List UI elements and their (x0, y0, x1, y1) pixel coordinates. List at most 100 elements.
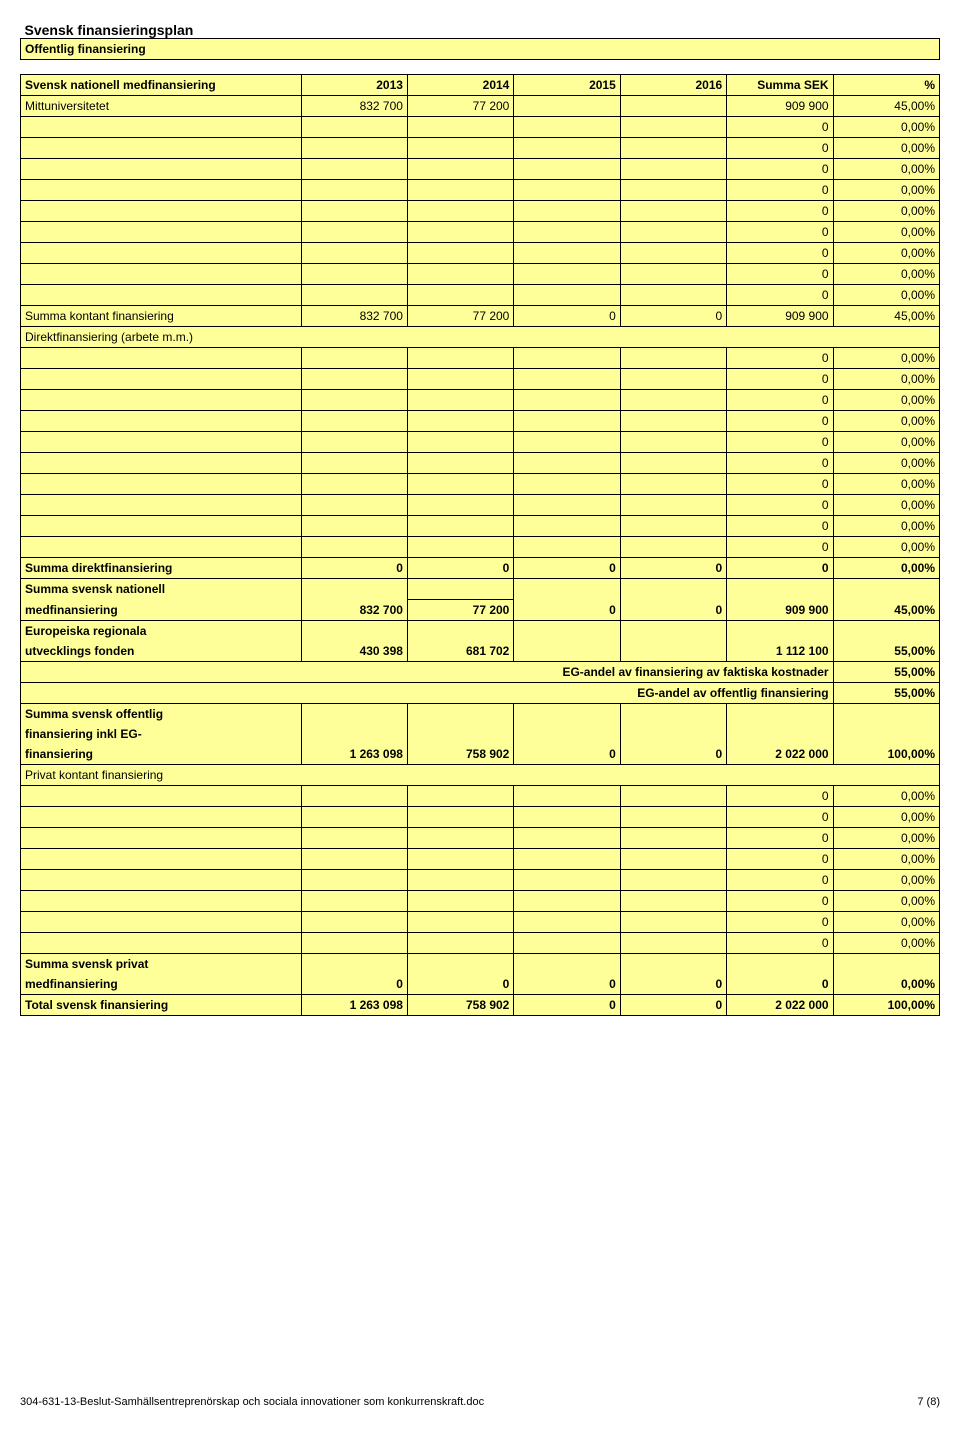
cell-label: utvecklings fonden (21, 641, 302, 662)
cell: 0,00% (833, 870, 939, 891)
cell: 0 (514, 974, 620, 995)
row-privat-hdr: Privat kontant finansiering (21, 765, 940, 786)
cell: 0 (727, 117, 833, 138)
row-empty: 00,00% (21, 786, 940, 807)
cell: 0,00% (833, 453, 939, 474)
cell: 0,00% (833, 849, 939, 870)
cell-label: Summa svensk privat (21, 954, 302, 975)
cell: 758 902 (407, 744, 513, 765)
row-empty: 00,00% (21, 201, 940, 222)
cell: 0 (514, 995, 620, 1016)
cell: 45,00% (833, 306, 939, 327)
cell: 0,00% (833, 390, 939, 411)
financing-table: Svensk finansieringsplan Offentlig finan… (20, 20, 940, 1016)
cell: 430 398 (301, 641, 407, 662)
cell-label: finansiering (21, 744, 302, 765)
cell: 0,00% (833, 912, 939, 933)
cell: 0 (727, 933, 833, 954)
cell: 0,00% (833, 516, 939, 537)
cell: 832 700 (301, 96, 407, 117)
row-empty: 00,00% (21, 516, 940, 537)
cell: 1 263 098 (301, 744, 407, 765)
cell: 0 (727, 201, 833, 222)
cell: 0 (727, 495, 833, 516)
cell: 909 900 (727, 306, 833, 327)
cell: 0 (727, 369, 833, 390)
row-empty: 00,00% (21, 285, 940, 306)
row-summa-offentlig-2: finansiering inkl EG- (21, 724, 940, 744)
cell: 0,00% (833, 558, 939, 579)
row-empty: 00,00% (21, 222, 940, 243)
cell: 2 022 000 (727, 744, 833, 765)
row-eg-offentlig: EG-andel av offentlig finansiering 55,00… (21, 683, 940, 704)
cell: 0 (727, 516, 833, 537)
row-empty: 00,00% (21, 180, 940, 201)
cell-label: finansiering inkl EG- (21, 724, 302, 744)
cell: 100,00% (833, 744, 939, 765)
cell: 0,00% (833, 891, 939, 912)
header-row: Svensk nationell medfinansiering 2013 20… (21, 75, 940, 96)
row-summa-privat-2: medfinansiering 0 0 0 0 0 0,00% (21, 974, 940, 995)
cell: 0 (514, 744, 620, 765)
row-empty: 00,00% (21, 432, 940, 453)
cell: 0,00% (833, 369, 939, 390)
cell (620, 96, 726, 117)
cell: 0 (727, 348, 833, 369)
cell-label: Privat kontant finansiering (21, 765, 940, 786)
cell: 0,00% (833, 243, 939, 264)
row-empty: 00,00% (21, 495, 940, 516)
cell: 1 263 098 (301, 995, 407, 1016)
cell: 0 (727, 828, 833, 849)
cell: 0 (727, 285, 833, 306)
hdr-sum: Summa SEK (727, 75, 833, 96)
row-empty: 00,00% (21, 138, 940, 159)
cell: 0 (727, 870, 833, 891)
row-empty: 00,00% (21, 870, 940, 891)
cell: 0,00% (833, 807, 939, 828)
cell: 832 700 (301, 306, 407, 327)
cell: 0 (727, 537, 833, 558)
cell: 0 (407, 974, 513, 995)
cell: 0,00% (833, 828, 939, 849)
cell: 0 (407, 558, 513, 579)
cell: 0,00% (833, 138, 939, 159)
cell: 0,00% (833, 117, 939, 138)
hdr-2015: 2015 (514, 75, 620, 96)
cell: 0 (727, 786, 833, 807)
page-footer: 304-631-13-Beslut-Samhällsentreprenörska… (20, 1396, 940, 1408)
row-empty: 00,00% (21, 390, 940, 411)
cell-label: medfinansiering (21, 600, 302, 621)
cell-label: EG-andel av offentlig finansiering (21, 683, 834, 704)
row-europeiska-2: utvecklings fonden 430 398 681 702 1 112… (21, 641, 940, 662)
cell: 0 (727, 390, 833, 411)
cell: 55,00% (833, 662, 939, 683)
row-empty: 00,00% (21, 411, 940, 432)
cell: 0 (620, 600, 726, 621)
row-empty: 00,00% (21, 453, 940, 474)
row-summa-nationell-2: medfinansiering 832 700 77 200 0 0 909 9… (21, 600, 940, 621)
cell: 0,00% (833, 348, 939, 369)
cell-label: Europeiska regionala (21, 621, 302, 642)
row-empty: 00,00% (21, 912, 940, 933)
cell: 0,00% (833, 285, 939, 306)
cell: 0 (727, 474, 833, 495)
cell-label: Summa svensk offentlig (21, 704, 302, 725)
row-empty: 00,00% (21, 891, 940, 912)
footer-filename: 304-631-13-Beslut-Samhällsentreprenörska… (20, 1396, 484, 1408)
cell: 1 112 100 (727, 641, 833, 662)
row-empty: 00,00% (21, 537, 940, 558)
cell: 0,00% (833, 159, 939, 180)
row-empty: 00,00% (21, 849, 940, 870)
row-empty: 00,00% (21, 828, 940, 849)
cell: 0 (727, 180, 833, 201)
hdr-2014: 2014 (407, 75, 513, 96)
cell: 0,00% (833, 495, 939, 516)
row-empty: 00,00% (21, 474, 940, 495)
cell: 0 (727, 849, 833, 870)
cell: 0 (727, 912, 833, 933)
hdr-pct: % (833, 75, 939, 96)
cell: 0 (301, 974, 407, 995)
cell: 55,00% (833, 683, 939, 704)
cell: 681 702 (407, 641, 513, 662)
cell-label: Summa svensk nationell (21, 579, 302, 600)
